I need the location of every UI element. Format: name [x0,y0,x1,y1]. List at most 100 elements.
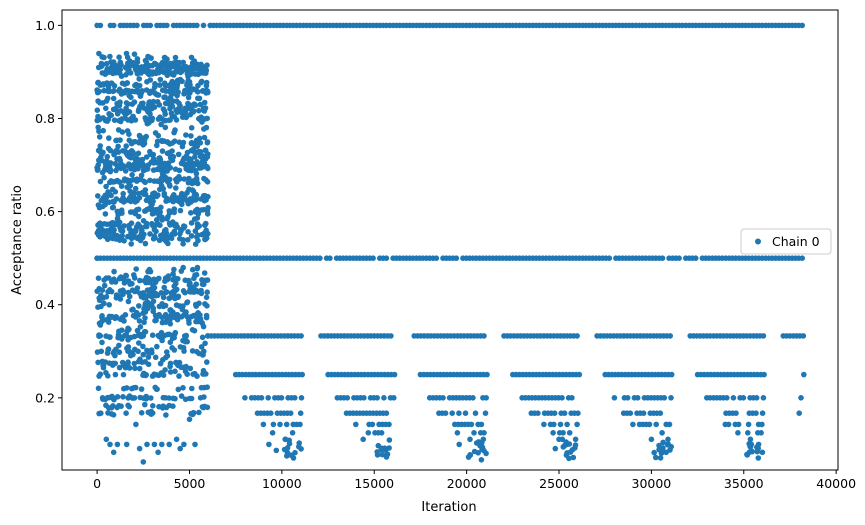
data-point [260,421,267,428]
data-point [169,291,176,297]
data-point [110,88,116,95]
data-point [140,459,147,465]
data-point [154,343,160,350]
data-point [378,430,385,436]
data-point [627,410,634,417]
data-point [478,457,485,463]
data-point [369,421,376,428]
data-point [180,344,187,351]
data-point [111,268,117,275]
data-point [112,371,119,378]
data-point [471,448,478,455]
data-point [134,197,140,204]
data-point [113,137,119,144]
data-point [374,449,381,455]
data-point [482,410,489,417]
data-point [483,395,490,401]
legend-box [740,228,832,255]
data-point [135,108,142,115]
data-point [564,421,570,428]
data-point [659,255,666,261]
data-point [344,395,351,401]
y-tick-label: 0.8 [35,111,55,126]
data-point [142,191,149,198]
data-point [96,231,102,238]
data-point [185,179,192,186]
data-point [563,439,569,445]
data-point [176,176,183,182]
data-point [147,111,153,117]
data-point [388,333,394,339]
data-point [442,410,449,417]
data-point [630,421,636,428]
data-point [125,337,131,343]
data-point [177,445,183,452]
data-point [204,211,211,217]
data-point [110,59,117,65]
data-point [106,135,112,141]
data-point [166,331,172,338]
data-point [242,395,248,401]
data-point [199,277,205,283]
data-point [472,410,479,417]
data-point [192,167,199,174]
data-point [173,117,180,123]
data-point [132,288,138,295]
data-point [132,185,139,192]
data-point [173,107,179,113]
data-point [122,312,129,318]
data-point [156,211,162,218]
data-point [158,370,165,376]
data-point [181,441,187,448]
data-point [284,453,290,459]
data-point [167,149,173,156]
data-point [152,354,159,361]
data-point [168,99,174,106]
data-point [151,441,158,448]
data-point [470,395,476,401]
data-point [140,218,147,224]
data-point [101,174,107,181]
data-point [297,410,304,417]
data-point [123,105,129,112]
data-point [141,319,147,326]
data-point [171,70,178,76]
data-point [201,134,208,141]
data-point [202,236,208,243]
data-point [136,365,143,372]
data-point [144,63,150,70]
scatter-points [94,22,807,465]
data-point [123,332,130,339]
data-point [113,167,119,174]
data-point [657,455,664,461]
data-point [144,79,150,85]
data-point [129,395,135,401]
data-point [576,371,583,378]
data-point [167,87,173,94]
data-point [203,314,210,321]
data-point [159,337,165,344]
data-point [746,449,753,456]
data-point [104,153,111,160]
data-point [142,240,149,247]
data-point [745,421,752,428]
data-point [122,168,129,174]
data-point [664,442,671,448]
data-point [148,395,154,401]
data-point [730,395,737,401]
data-point [94,107,101,113]
data-point [462,410,469,417]
data-point [94,167,101,173]
data-point [119,80,126,87]
data-point [96,204,103,211]
data-point [145,102,152,109]
data-point [198,344,205,350]
data-point [121,90,128,96]
data-point [193,66,200,72]
data-point [157,222,163,228]
data-point [95,275,102,282]
data-point [180,241,186,247]
data-point [164,236,170,243]
data-point [188,233,195,239]
